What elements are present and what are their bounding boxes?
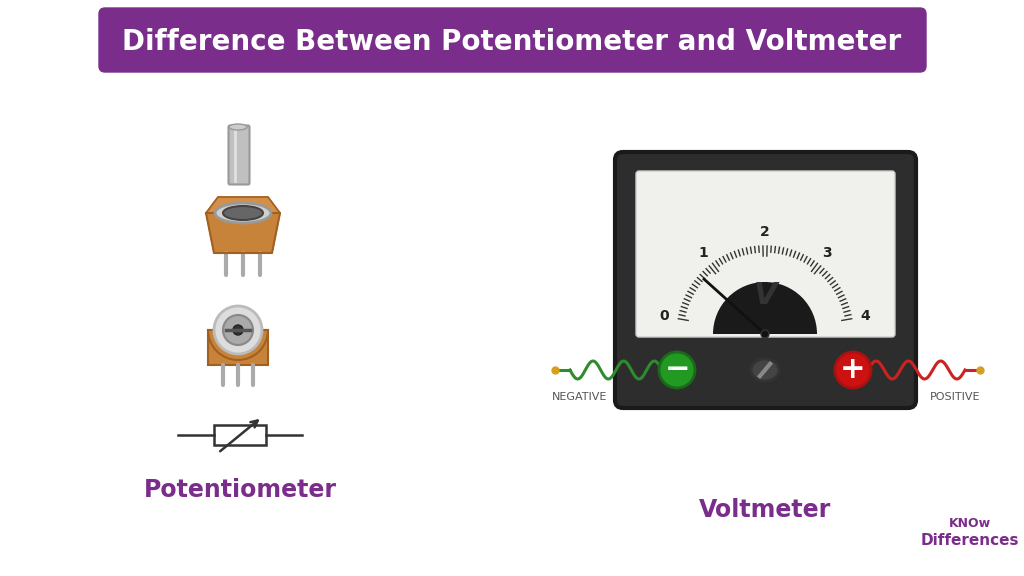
Text: Potentiometer: Potentiometer [143,478,337,502]
Ellipse shape [215,203,271,223]
Text: NEGATIVE: NEGATIVE [552,392,607,402]
Text: POSITIVE: POSITIVE [930,392,980,402]
Text: Difference Between Potentiometer and Voltmeter: Difference Between Potentiometer and Vol… [123,28,901,56]
Text: 1: 1 [698,246,708,260]
Circle shape [233,325,243,335]
Ellipse shape [223,206,263,220]
Text: 4: 4 [860,309,870,323]
FancyBboxPatch shape [99,8,926,72]
Text: 0: 0 [659,309,670,323]
Text: +: + [840,355,866,385]
Circle shape [659,352,695,388]
Text: V: V [754,282,777,310]
Circle shape [835,352,871,388]
Ellipse shape [229,124,247,130]
FancyBboxPatch shape [615,152,916,408]
Text: Differences: Differences [921,533,1019,548]
Wedge shape [713,282,817,334]
FancyBboxPatch shape [228,126,250,184]
Circle shape [761,330,769,338]
Circle shape [214,306,262,354]
Polygon shape [206,213,280,253]
Circle shape [223,315,253,345]
Text: KNOw: KNOw [949,517,991,530]
Bar [214,425,266,445]
Text: 2: 2 [760,225,770,239]
FancyBboxPatch shape [208,330,268,365]
Wedge shape [208,330,268,360]
Text: 3: 3 [822,246,831,260]
Text: −: − [665,355,690,385]
Ellipse shape [751,359,779,381]
Text: Voltmeter: Voltmeter [698,498,831,522]
FancyBboxPatch shape [636,171,895,337]
Polygon shape [206,197,280,213]
